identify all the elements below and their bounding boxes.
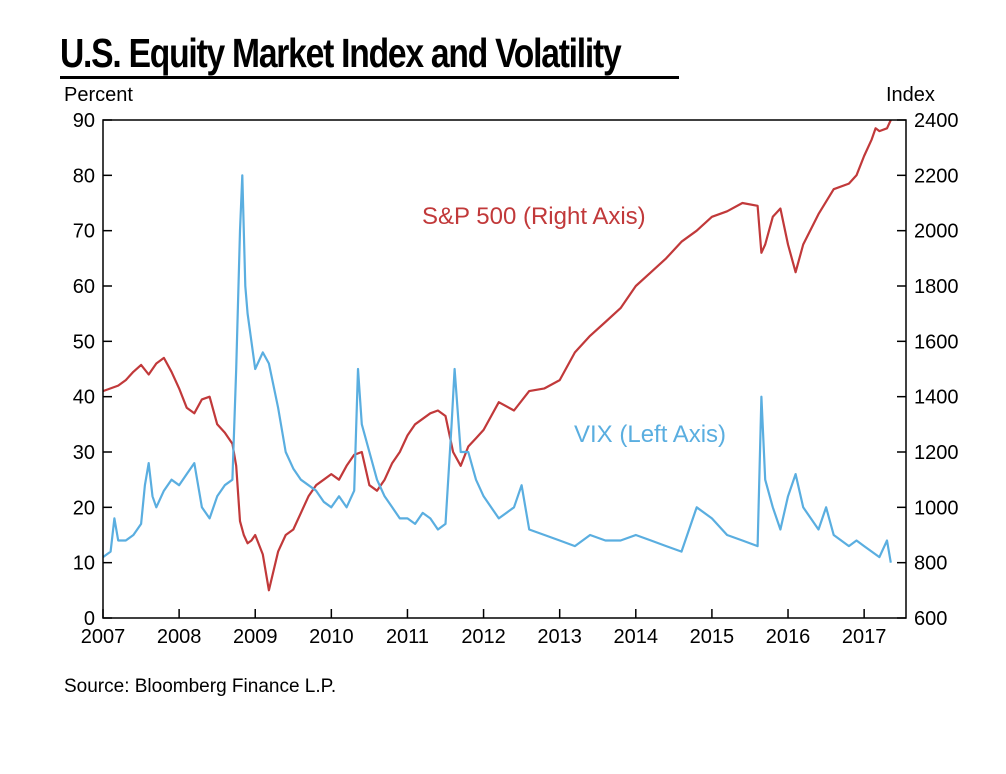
x-tick-label: 2014 [614,626,659,648]
left-tick-label: 40 [73,387,95,409]
title-underline [60,76,679,79]
left-tick-label: 20 [73,497,95,519]
left-tick-label: 30 [73,442,95,464]
x-tick-label: 2015 [690,626,735,648]
left-tick-label: 80 [73,165,95,187]
right-tick-label: 800 [914,553,947,575]
source-note: Source: Bloomberg Finance L.P. [64,676,337,697]
sp500-line [102,119,892,592]
plot-frame [102,119,907,619]
x-tick-label: 2008 [157,626,202,648]
left-axis: 0 10 20 30 40 50 60 70 80 90 [73,110,112,630]
right-axis: 600 800 1000 1200 1400 1600 1800 2000 2200 2400 [897,110,959,630]
left-axis-unit: Percent [64,84,133,106]
x-tick-label: 2010 [309,626,354,648]
x-tick-label: 2017 [842,626,887,648]
x-tick-label: 2013 [537,626,582,648]
right-tick-label: 2200 [914,165,959,187]
left-tick-label: 0 [84,608,95,630]
vix-line [102,174,892,563]
annotation-vix: VIX (Left Axis) [574,421,726,448]
x-tick-label: 2007 [81,626,126,648]
left-tick-label: 10 [73,553,95,575]
annotation-sp500: S&P 500 (Right Axis) [422,203,646,230]
x-tick-label: 2016 [766,626,811,648]
x-tick-label: 2012 [461,626,506,648]
right-tick-label: 600 [914,608,947,630]
left-tick-label: 60 [73,276,95,298]
x-tick-label: 2011 [386,626,429,648]
right-tick-label: 2400 [914,110,959,132]
chart-title: U.S. Equity Market Index and Volatility [60,30,622,76]
right-tick-label: 1600 [914,331,959,353]
left-tick-label: 70 [73,221,95,243]
right-tick-label: 1000 [914,497,959,519]
right-tick-label: 1800 [914,276,959,298]
x-tick-label: 2009 [233,626,278,648]
left-tick-label: 50 [73,331,95,353]
right-tick-label: 1200 [914,442,959,464]
right-tick-label: 2000 [914,221,959,243]
left-tick-label: 90 [73,110,95,132]
right-tick-label: 1400 [914,387,959,409]
x-axis: 2007 2008 2009 2010 2011 2012 2013 2014 2015 2016… [81,609,887,648]
right-axis-unit: Index [886,84,935,106]
series-layer [102,119,892,592]
